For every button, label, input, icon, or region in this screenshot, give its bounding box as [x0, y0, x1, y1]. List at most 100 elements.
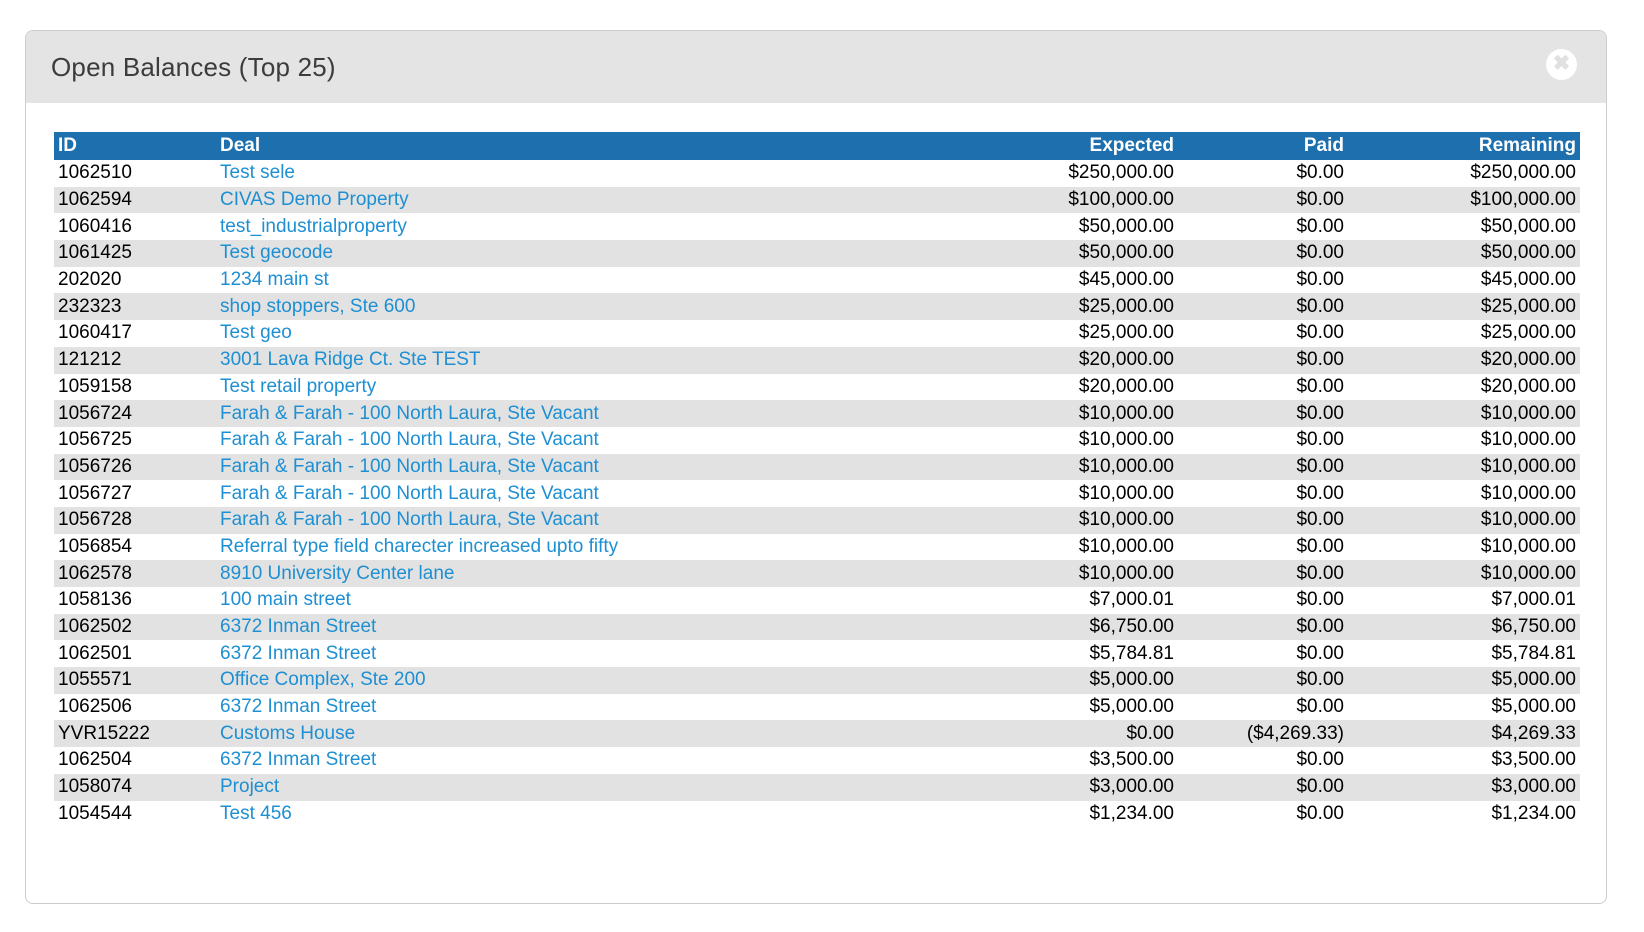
deal-link[interactable]: test_industrialproperty [220, 215, 407, 237]
expected-cell: $5,784.81 [1089, 642, 1174, 664]
paid-cell: $0.00 [1296, 616, 1344, 638]
remaining-cell: $10,000.00 [1480, 402, 1576, 424]
modal-body: ID Deal Expected Paid Remaining 1062510 … [26, 103, 1606, 828]
deal-link[interactable]: Farah & Farah - 100 North Laura, Ste Vac… [220, 482, 599, 504]
expected-cell: $100,000.00 [1068, 189, 1174, 211]
deal-id-cell: 121212 [58, 349, 122, 371]
deal-link[interactable]: 8910 University Center lane [220, 562, 455, 584]
column-header-id: ID [54, 132, 216, 160]
paid-cell: $0.00 [1296, 535, 1344, 557]
deal-cell: shop stoppers, Ste 600 [216, 293, 804, 320]
expected-cell: $45,000.00 [1078, 269, 1174, 291]
deal-id-cell: 1056727 [58, 482, 132, 504]
deal-link[interactable]: Project [220, 776, 280, 798]
deal-cell: Test sele [216, 160, 804, 187]
table-row: 1055571 Office Complex, Ste 200 $5,000.0… [54, 667, 1580, 694]
deal-cell: test_industrialproperty [216, 213, 804, 240]
paid-cell: $0.00 [1296, 589, 1344, 611]
deal-link[interactable]: Test geo [220, 322, 292, 344]
table-row: 1056727 Farah & Farah - 100 North Laura,… [54, 480, 1580, 507]
deal-link[interactable]: 6372 Inman Street [220, 642, 377, 664]
deal-link[interactable]: 1234 main st [220, 269, 329, 291]
deal-cell: Office Complex, Ste 200 [216, 667, 804, 694]
expected-cell: $10,000.00 [1078, 482, 1174, 504]
modal-title: Open Balances (Top 25) [51, 52, 336, 82]
column-header-expected: Expected [804, 132, 1178, 160]
deal-link[interactable]: Test geocode [220, 242, 334, 264]
table-row: 1062506 6372 Inman Street $5,000.00 $0.0… [54, 693, 1580, 721]
deal-link[interactable]: Office Complex, Ste 200 [220, 669, 426, 691]
deal-id-cell: 1061425 [58, 242, 132, 264]
deal-link[interactable]: Farah & Farah - 100 North Laura, Ste Vac… [220, 455, 599, 477]
deal-link[interactable]: shop stoppers, Ste 600 [220, 295, 416, 317]
paid-cell: $0.00 [1296, 429, 1344, 451]
expected-cell: $10,000.00 [1078, 455, 1174, 477]
expected-cell: $1,234.00 [1089, 802, 1174, 824]
table-row: 1056725 Farah & Farah - 100 North Laura,… [54, 426, 1580, 454]
deal-link[interactable]: Farah & Farah - 100 North Laura, Ste Vac… [220, 429, 599, 451]
table-row: 232323 shop stoppers, Ste 600 $25,000.00… [54, 293, 1580, 321]
table-row: 1058136 100 main street $7,000.01 $0.00 … [54, 587, 1580, 614]
remaining-cell: $25,000.00 [1480, 322, 1576, 344]
expected-cell: $7,000.01 [1089, 589, 1174, 611]
deal-link[interactable]: 6372 Inman Street [220, 616, 377, 638]
deal-id-cell: 1056724 [58, 402, 132, 424]
deal-link[interactable]: CIVAS Demo Property [220, 189, 409, 211]
remaining-cell: $10,000.00 [1480, 455, 1576, 477]
remaining-cell: $50,000.00 [1480, 242, 1576, 264]
expected-cell: $25,000.00 [1078, 295, 1174, 317]
deal-id-cell: 1056726 [58, 455, 132, 477]
paid-cell: $0.00 [1296, 269, 1344, 291]
remaining-cell: $20,000.00 [1480, 375, 1576, 397]
deal-id-cell: 1058074 [58, 776, 132, 798]
remaining-cell: $7,000.01 [1491, 589, 1576, 611]
table-row: 1062578 8910 University Center lane $10,… [54, 560, 1580, 587]
table-row: 1061425 Test geocode $50,000.00 $0.00 $5… [54, 240, 1580, 267]
deal-link[interactable]: Test retail property [220, 375, 377, 397]
deal-link[interactable]: Referral type field charecter increased … [220, 535, 619, 557]
deal-link[interactable]: Customs House [220, 722, 356, 744]
table-row: 1056728 Farah & Farah - 100 North Laura,… [54, 506, 1580, 534]
table-row: 1062502 6372 Inman Street $6,750.00 $0.0… [54, 613, 1580, 641]
deal-id-cell: 1054544 [58, 802, 132, 824]
remaining-cell: $20,000.00 [1480, 349, 1576, 371]
deal-link[interactable]: 6372 Inman Street [220, 696, 377, 718]
remaining-cell: $10,000.00 [1480, 482, 1576, 504]
deal-cell: 6372 Inman Street [216, 694, 804, 721]
remaining-cell: $10,000.00 [1480, 429, 1576, 451]
table-row: 1062501 6372 Inman Street $5,784.81 $0.0… [54, 640, 1580, 668]
table-row: 1059158 Test retail property $20,000.00 … [54, 373, 1580, 401]
deal-link[interactable]: Test sele [220, 162, 295, 184]
close-button[interactable]: ✖ [1546, 49, 1577, 80]
table-body: 1062510 Test sele $250,000.00 $0.00 $250… [54, 160, 1580, 828]
deal-id-cell: 1056854 [58, 535, 132, 557]
remaining-cell: $3,500.00 [1491, 749, 1576, 771]
remaining-cell: $10,000.00 [1480, 535, 1576, 557]
expected-cell: $5,000.00 [1089, 669, 1174, 691]
deal-cell: 6372 Inman Street [216, 747, 804, 774]
remaining-cell: $5,000.00 [1491, 669, 1576, 691]
expected-cell: $3,000.00 [1089, 776, 1174, 798]
deal-id-cell: 1056725 [58, 429, 132, 451]
deal-link[interactable]: Test 456 [220, 802, 292, 824]
column-header-remaining: Remaining [1348, 132, 1580, 160]
paid-cell: $0.00 [1296, 509, 1344, 531]
remaining-cell: $250,000.00 [1470, 162, 1576, 184]
deal-id-cell: 1056728 [58, 509, 132, 531]
deal-link[interactable]: 6372 Inman Street [220, 749, 377, 771]
deal-id-cell: 1059158 [58, 375, 132, 397]
deal-link[interactable]: Farah & Farah - 100 North Laura, Ste Vac… [220, 402, 599, 424]
deal-id-cell: 1062510 [58, 162, 132, 184]
deal-link[interactable]: Farah & Farah - 100 North Laura, Ste Vac… [220, 509, 599, 531]
deal-cell: 100 main street [216, 587, 804, 614]
paid-cell: $0.00 [1296, 242, 1344, 264]
remaining-cell: $5,000.00 [1491, 696, 1576, 718]
deal-cell: Farah & Farah - 100 North Laura, Ste Vac… [216, 454, 804, 481]
table-row: 1062594 CIVAS Demo Property $100,000.00 … [54, 186, 1580, 214]
deal-link[interactable]: 100 main street [220, 589, 351, 611]
paid-cell: $0.00 [1296, 215, 1344, 237]
deal-link[interactable]: 3001 Lava Ridge Ct. Ste TEST [220, 349, 481, 371]
deal-cell: Test 456 [216, 801, 804, 828]
modal-titlebar: Open Balances (Top 25) ✖ [26, 31, 1606, 103]
paid-cell: $0.00 [1296, 295, 1344, 317]
